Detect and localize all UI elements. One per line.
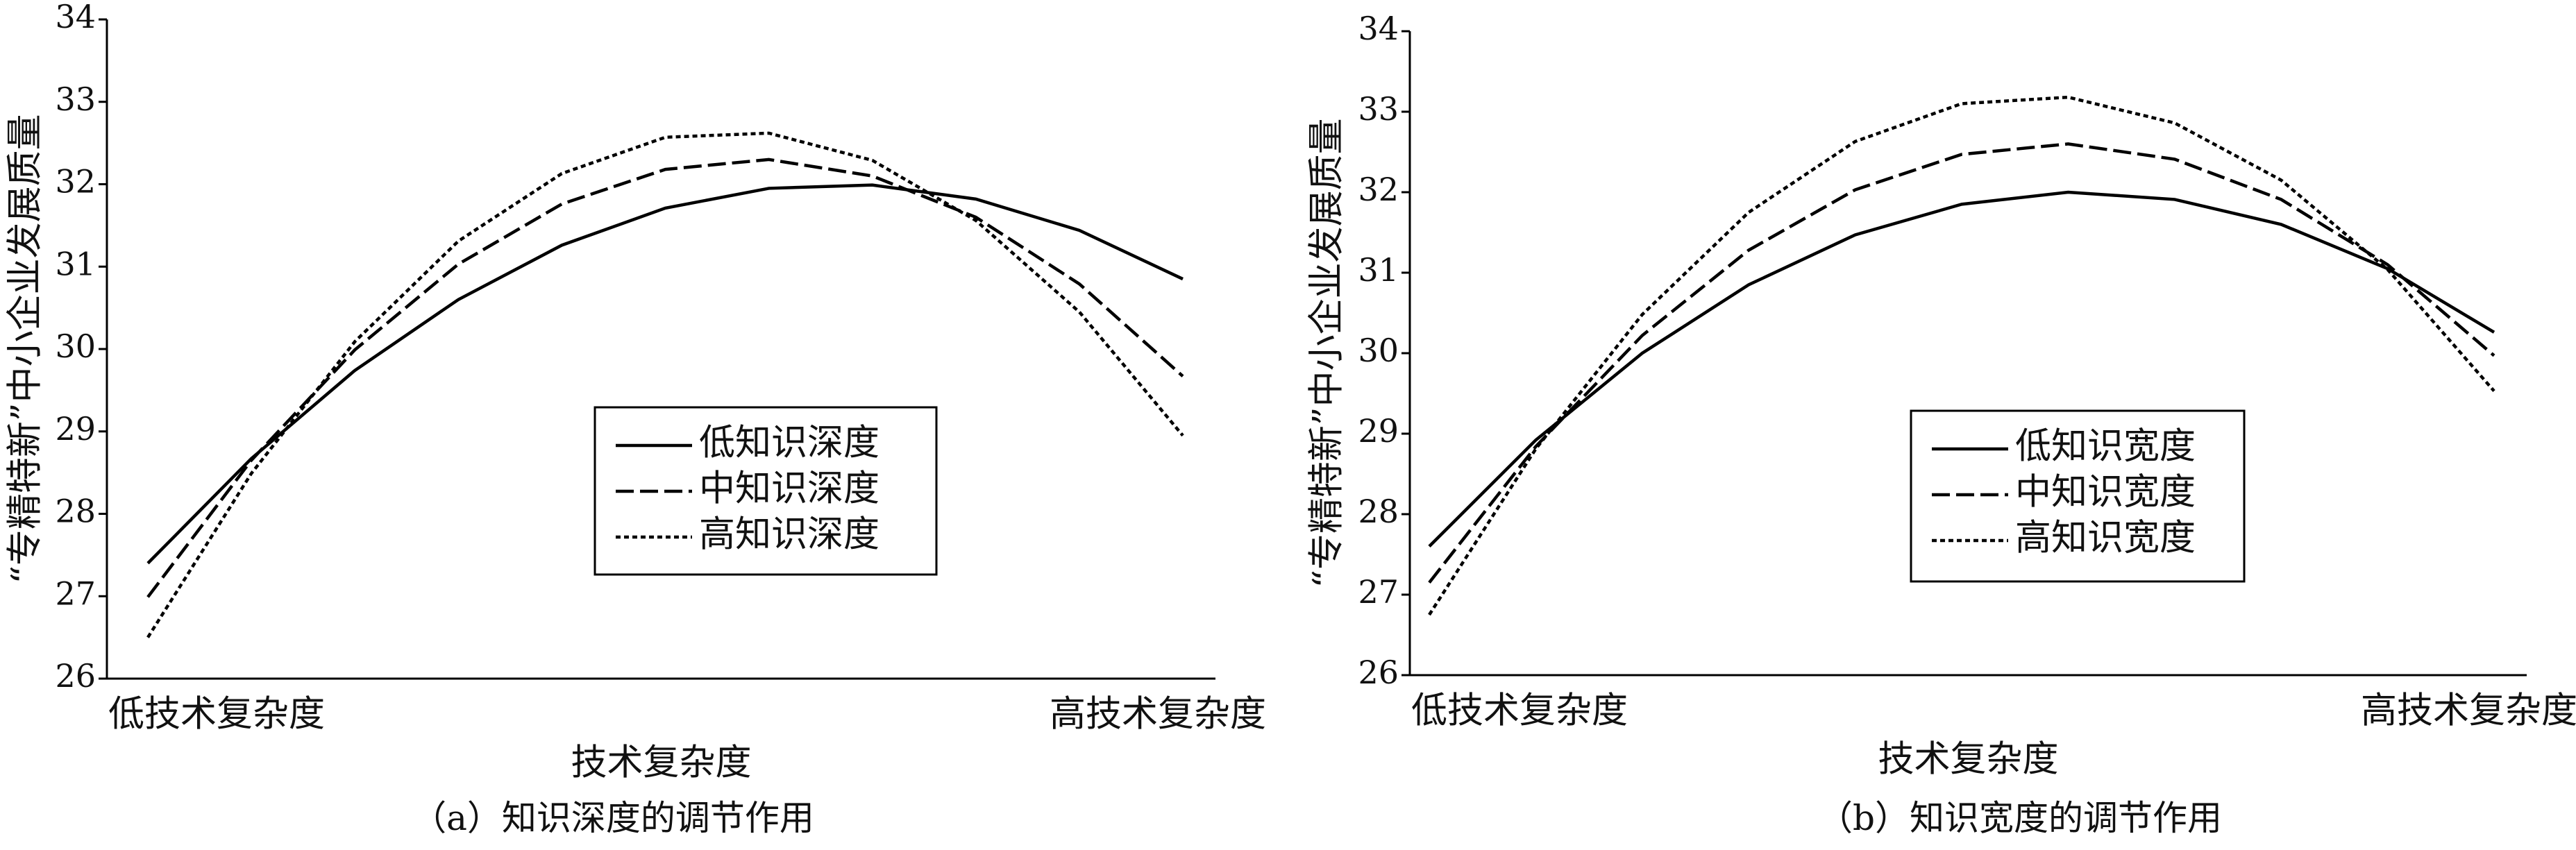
y-tick-label: 26 xyxy=(55,657,96,695)
y-tick-label: 29 xyxy=(55,410,96,448)
y-tick-label: 32 xyxy=(55,163,96,201)
y-tick-label: 33 xyxy=(1358,90,1399,128)
y-tick-label: 28 xyxy=(1358,493,1399,530)
legend-label: 中知识深度 xyxy=(699,468,879,510)
y-tick-label: 30 xyxy=(1358,332,1399,369)
legend-label: 高知识宽度 xyxy=(2015,518,2196,559)
y-tick-label: 27 xyxy=(55,575,96,612)
x-tick-label: 低技术复杂度 xyxy=(108,694,325,736)
y-tick-label: 28 xyxy=(55,493,96,530)
chart-title: （b）知识宽度的调节作用 xyxy=(1818,798,2222,838)
y-axis-label: “专精特新”中小企业发展质量 xyxy=(1306,118,1348,588)
x-tick-label: 低技术复杂度 xyxy=(1411,690,1628,732)
y-tick-label: 34 xyxy=(1358,10,1399,47)
y-tick-label: 29 xyxy=(1358,412,1399,450)
x-tick-label: 高技术复杂度 xyxy=(2361,690,2576,732)
legend-label: 高知识深度 xyxy=(699,514,879,556)
y-axis-label: “专精特新”中小企业发展质量 xyxy=(5,114,47,584)
y-tick-label: 34 xyxy=(55,0,96,35)
x-axis-label: 技术复杂度 xyxy=(1878,739,2058,781)
x-axis-label: 技术复杂度 xyxy=(571,742,751,784)
x-tick-label: 高技术复杂度 xyxy=(1050,694,1266,736)
legend-label: 低知识深度 xyxy=(699,423,879,464)
y-tick-label: 31 xyxy=(1358,251,1399,289)
y-tick-label: 30 xyxy=(55,328,96,365)
y-tick-label: 31 xyxy=(55,245,96,282)
y-tick-label: 27 xyxy=(1358,573,1399,611)
y-tick-label: 32 xyxy=(1358,171,1399,208)
legend-label: 中知识宽度 xyxy=(2015,472,2196,513)
legend-label: 低知识宽度 xyxy=(2015,426,2196,468)
y-tick-label: 26 xyxy=(1358,654,1399,691)
chart-title: （a）知识深度的调节作用 xyxy=(412,798,814,838)
y-tick-label: 33 xyxy=(55,80,96,118)
